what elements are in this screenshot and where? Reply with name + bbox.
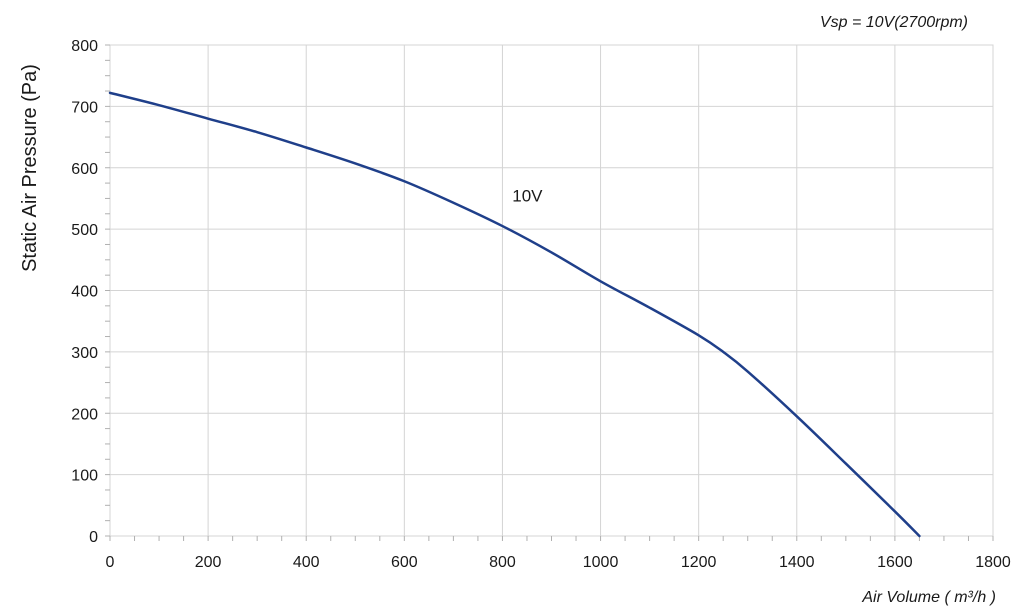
y-tick-label: 800 <box>71 38 98 55</box>
y-tick-label: 300 <box>71 345 98 362</box>
x-tick-label: 600 <box>391 554 418 571</box>
x-tick-label: 1600 <box>877 554 913 571</box>
y-tick-label: 200 <box>71 406 98 423</box>
axis-ticks: 0 200 400 600 800 1000 1200 1400 1600 1800 0 100 200… <box>71 38 1011 571</box>
y-tick-label: 600 <box>71 161 98 178</box>
x-tick-label: 1400 <box>779 554 815 571</box>
x-tick-label: 400 <box>293 554 320 571</box>
x-tick-label: 800 <box>489 554 516 571</box>
x-axis-title: Air Volume ( m³/h ) <box>861 589 996 606</box>
x-tick-label: 0 <box>106 554 115 571</box>
y-tick-label: 500 <box>71 222 98 239</box>
x-tick-label: 200 <box>195 554 222 571</box>
series-layer: 10V <box>108 91 921 538</box>
x-tick-label: 1800 <box>975 554 1011 571</box>
y-tick-label: 700 <box>71 99 98 116</box>
y-tick-label: 0 <box>89 529 98 546</box>
x-tick-label: 1200 <box>681 554 717 571</box>
chart-title: Vsp = 10V(2700rpm) <box>820 14 968 31</box>
y-axis-title: Static Air Pressure (Pa) <box>19 64 41 272</box>
series-label: 10V <box>512 187 543 206</box>
grid <box>109 44 994 537</box>
y-tick-label: 100 <box>71 468 98 485</box>
series-line-10v <box>108 91 921 538</box>
x-tick-label: 1000 <box>583 554 619 571</box>
y-tick-label: 400 <box>71 284 98 301</box>
